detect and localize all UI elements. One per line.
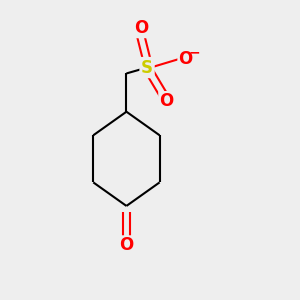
- Text: O: O: [159, 92, 173, 110]
- Text: S: S: [141, 58, 153, 76]
- Text: O: O: [119, 236, 134, 254]
- Text: O: O: [178, 50, 193, 68]
- Text: −: −: [188, 45, 200, 59]
- Text: O: O: [134, 20, 148, 38]
